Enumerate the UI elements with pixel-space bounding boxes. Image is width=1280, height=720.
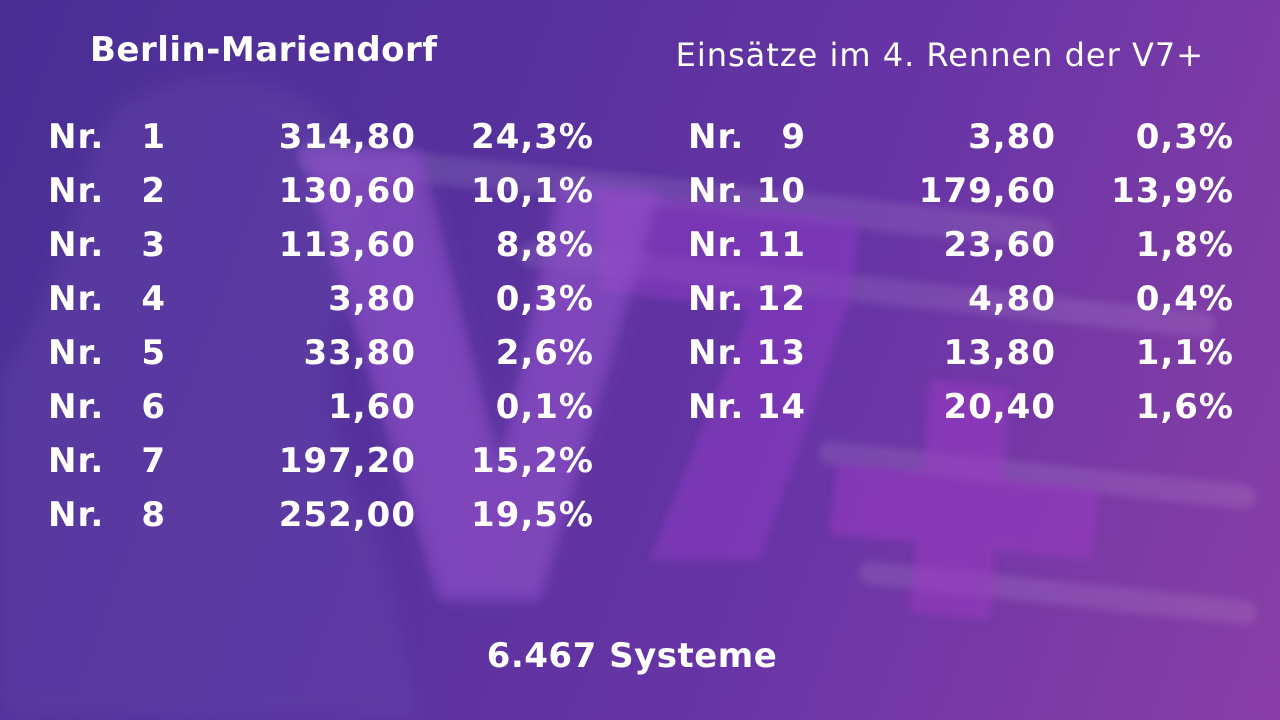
entry-row: Nr. 10 179,60 13,9%	[688, 164, 1236, 218]
entry-percent: 0,3%	[495, 279, 594, 319]
entry-row: Nr. 13 13,80 1,1%	[688, 326, 1236, 380]
entry-label: Nr.	[48, 333, 105, 373]
entry-amount: 314,80	[278, 117, 416, 157]
entry-amount: 252,00	[278, 495, 416, 535]
entry-number: 14	[756, 387, 806, 427]
systems-count: 6.467 Systeme	[486, 636, 778, 676]
entry-amount: 13,80	[943, 333, 1056, 373]
entry-label: Nr.	[688, 117, 745, 157]
entry-amount: 20,40	[943, 387, 1056, 427]
entry-number: 13	[756, 333, 806, 373]
entry-percent: 1,6%	[1135, 387, 1234, 427]
entry-percent: 2,6%	[495, 333, 594, 373]
entry-row: Nr. 5 33,80 2,6%	[48, 326, 596, 380]
entry-label: Nr.	[688, 387, 745, 427]
entry-row: Nr. 4 3,80 0,3%	[48, 272, 596, 326]
entry-percent: 24,3%	[471, 117, 594, 157]
left-entries-column: Nr. 1 314,80 24,3% Nr. 2 130,60 10,1% Nr…	[48, 110, 596, 542]
entry-number: 6	[141, 387, 166, 427]
entry-number: 2	[141, 171, 166, 211]
entry-percent: 1,8%	[1135, 225, 1234, 265]
race-subtitle: Einsätze im 4. Rennen der V7+	[675, 36, 1204, 74]
entry-amount: 130,60	[278, 171, 416, 211]
entry-row: Nr. 2 130,60 10,1%	[48, 164, 596, 218]
venue-title: Berlin-Mariendorf	[90, 30, 438, 70]
entry-row: Nr. 3 113,60 8,8%	[48, 218, 596, 272]
entry-label: Nr.	[48, 387, 105, 427]
entry-amount: 3,80	[968, 117, 1056, 157]
entry-number: 8	[141, 495, 166, 535]
entry-amount: 113,60	[278, 225, 416, 265]
entry-label: Nr.	[688, 279, 745, 319]
entry-row: Nr. 7 197,20 15,2%	[48, 434, 596, 488]
entry-label: Nr.	[48, 495, 105, 535]
entry-amount: 179,60	[918, 171, 1056, 211]
entry-label: Nr.	[48, 441, 105, 481]
entry-percent: 10,1%	[471, 171, 594, 211]
entry-percent: 15,2%	[471, 441, 594, 481]
entry-label: Nr.	[688, 225, 745, 265]
right-entries-column: Nr. 9 3,80 0,3% Nr. 10 179,60 13,9% Nr. …	[688, 110, 1236, 434]
entry-number: 12	[756, 279, 806, 319]
entry-row: Nr. 6 1,60 0,1%	[48, 380, 596, 434]
entry-row: Nr. 14 20,40 1,6%	[688, 380, 1236, 434]
entry-label: Nr.	[688, 333, 745, 373]
entry-amount: 33,80	[303, 333, 416, 373]
entry-label: Nr.	[48, 171, 105, 211]
entry-number: 7	[141, 441, 166, 481]
entry-percent: 0,4%	[1135, 279, 1234, 319]
entry-amount: 3,80	[328, 279, 416, 319]
entry-amount: 4,80	[968, 279, 1056, 319]
entry-amount: 1,60	[328, 387, 416, 427]
entry-number: 9	[781, 117, 806, 157]
entry-amount: 197,20	[278, 441, 416, 481]
entry-percent: 0,3%	[1135, 117, 1234, 157]
entry-label: Nr.	[48, 225, 105, 265]
entry-number: 4	[141, 279, 166, 319]
entry-label: Nr.	[48, 117, 105, 157]
entry-row: Nr. 9 3,80 0,3%	[688, 110, 1236, 164]
entry-number: 1	[141, 117, 166, 157]
entry-amount: 23,60	[943, 225, 1056, 265]
entry-number: 10	[756, 171, 806, 211]
entry-row: Nr. 1 314,80 24,3%	[48, 110, 596, 164]
entry-percent: 13,9%	[1111, 171, 1234, 211]
entry-percent: 1,1%	[1135, 333, 1234, 373]
entry-label: Nr.	[48, 279, 105, 319]
entry-number: 11	[756, 225, 806, 265]
entry-percent: 19,5%	[471, 495, 594, 535]
entry-percent: 0,1%	[495, 387, 594, 427]
entry-row: Nr. 11 23,60 1,8%	[688, 218, 1236, 272]
entry-label: Nr.	[688, 171, 745, 211]
entry-number: 5	[141, 333, 166, 373]
entry-percent: 8,8%	[495, 225, 594, 265]
entry-row: Nr. 8 252,00 19,5%	[48, 488, 596, 542]
entry-row: Nr. 12 4,80 0,4%	[688, 272, 1236, 326]
entry-number: 3	[141, 225, 166, 265]
